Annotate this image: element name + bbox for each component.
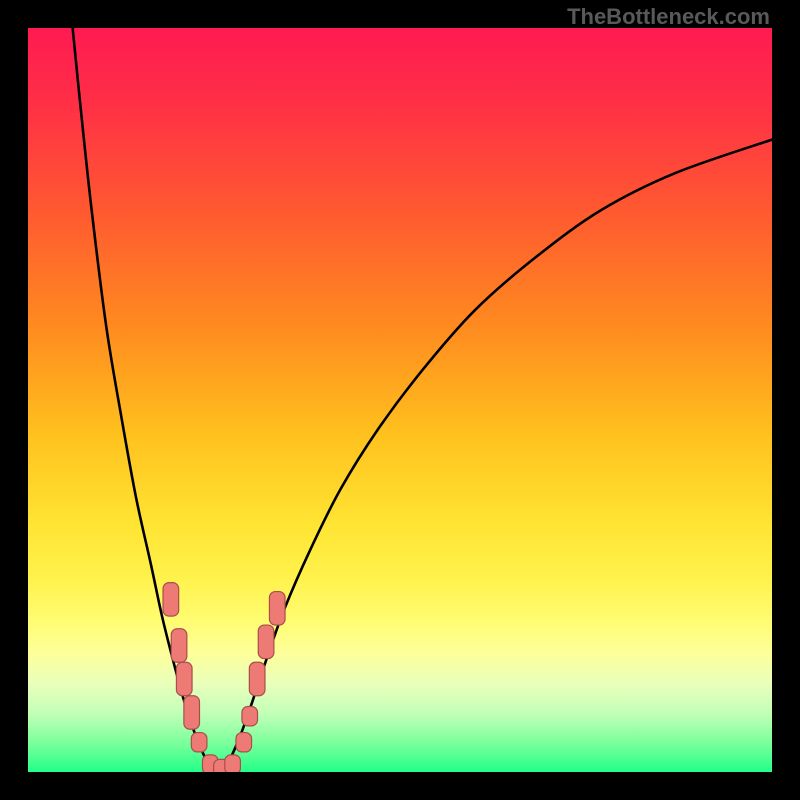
chart-root: TheBottleneck.com — [0, 0, 800, 800]
plot-area — [28, 28, 772, 772]
data-marker — [236, 733, 252, 752]
data-marker — [184, 696, 200, 729]
data-marker — [171, 629, 187, 662]
watermark-text: TheBottleneck.com — [567, 4, 770, 30]
data-marker — [258, 625, 274, 658]
data-marker — [249, 662, 265, 695]
data-marker — [225, 755, 241, 772]
data-marker — [191, 733, 207, 752]
data-marker — [163, 583, 179, 616]
data-marker — [242, 707, 258, 726]
data-marker — [269, 592, 285, 625]
plot-svg — [28, 28, 772, 772]
data-marker — [176, 662, 192, 695]
